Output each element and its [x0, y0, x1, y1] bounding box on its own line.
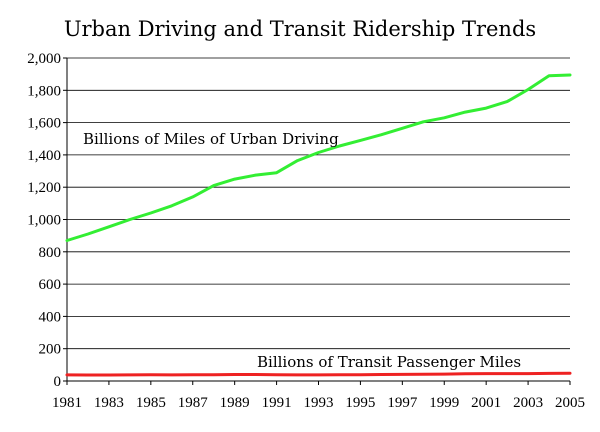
x-tick-label: 1999 [429, 395, 459, 411]
y-tick-label: 1,600 [27, 116, 61, 132]
x-tick-label: 1991 [262, 395, 292, 411]
x-tick-label: 1997 [387, 395, 418, 411]
series-label-transit: Billions of Transit Passenger Miles [257, 353, 521, 371]
y-tick-label: 1,200 [27, 180, 61, 196]
y-tick-label: 2,000 [27, 51, 61, 67]
y-tick-label: 400 [39, 309, 62, 325]
series [65, 73, 572, 377]
x-tick-label: 1995 [345, 395, 375, 411]
series-labels: Billions of Miles of Urban Driving Billi… [83, 130, 521, 371]
series-label-urban-driving: Billions of Miles of Urban Driving [83, 130, 339, 148]
y-tick-label: 1,400 [27, 148, 61, 164]
x-tick-label: 1989 [220, 395, 250, 411]
x-tick-label: 1985 [136, 395, 166, 411]
y-axis-ticks: 0 200 400 600 800 1,000 1,200 1,400 1,600 1,800 2,… [27, 51, 67, 390]
x-tick-label: 2005 [555, 395, 585, 411]
y-tick-label: 600 [39, 277, 62, 293]
x-tick-label: 1993 [304, 395, 334, 411]
x-tick-label: 2003 [513, 395, 543, 411]
y-tick-label: 1,800 [27, 83, 61, 99]
series-line-urban-driving [65, 73, 572, 242]
x-tick-label: 2001 [471, 395, 501, 411]
x-axis-ticks: 1981 1983 1985 1987 1989 1991 1993 1995 1997 1999… [52, 381, 585, 411]
x-tick-label: 1987 [178, 395, 209, 411]
y-tick-label: 1,000 [27, 213, 61, 229]
x-tick-label: 1983 [94, 395, 124, 411]
x-tick-label: 1981 [52, 395, 82, 411]
grid [67, 57, 570, 350]
y-tick-label: 800 [39, 245, 62, 261]
y-tick-label: 0 [54, 374, 62, 390]
series-line-transit [65, 371, 572, 377]
y-tick-label: 200 [39, 342, 62, 358]
chart-title: Urban Driving and Transit Ridership Tren… [64, 17, 536, 41]
